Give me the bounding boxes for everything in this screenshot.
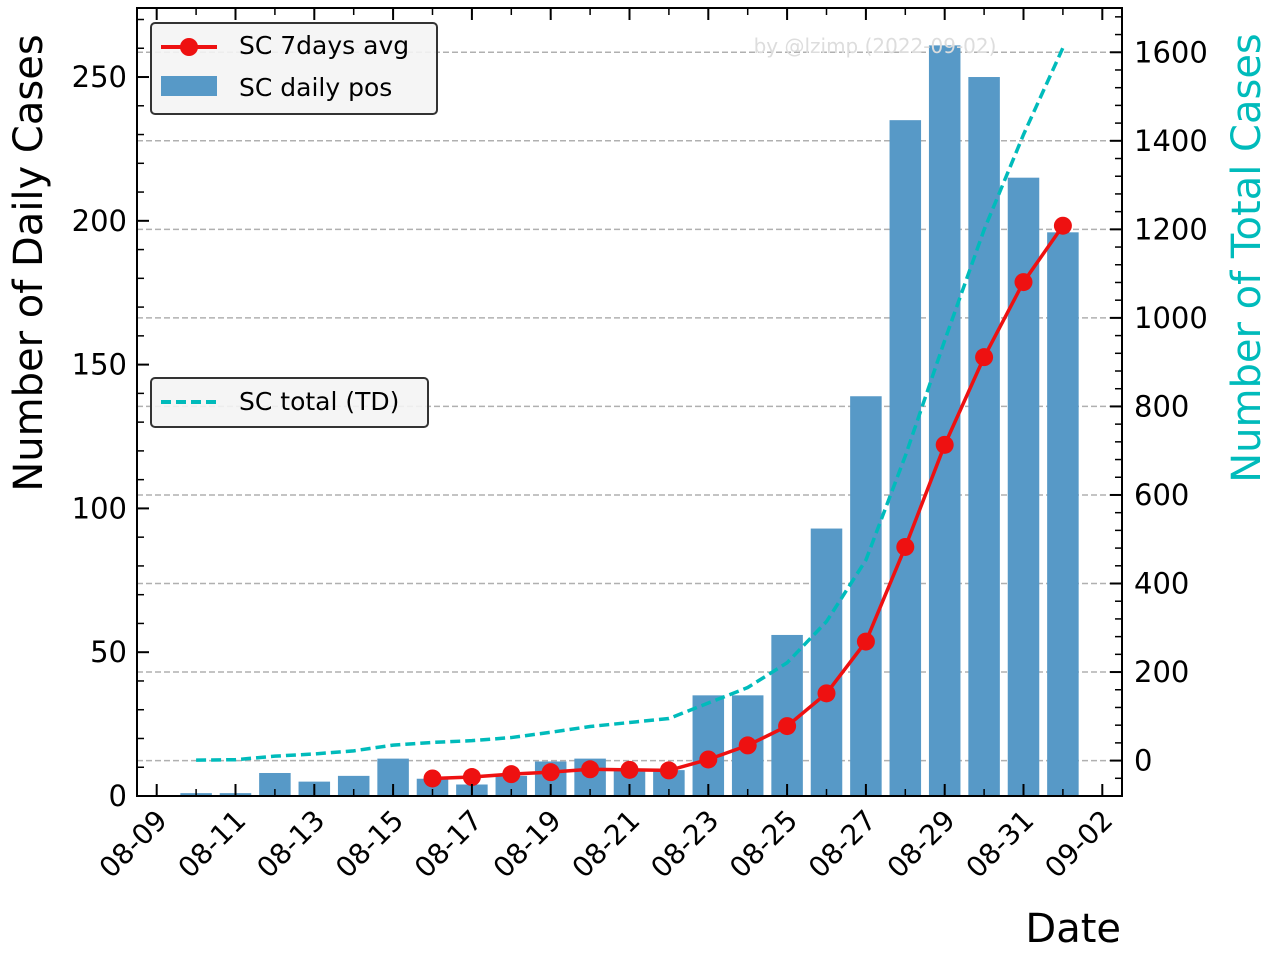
legend-top-left: SC 7days avg SC daily pos <box>150 22 438 115</box>
y2-tick-label: 400 <box>1134 567 1189 601</box>
bar <box>810 528 843 796</box>
y2-tick-label: 600 <box>1134 478 1189 512</box>
legend-bar-swatch <box>161 76 217 96</box>
legend-avg-label: SC 7days avg <box>239 31 409 60</box>
x-axis-label: Date <box>1025 906 1121 952</box>
avg-point <box>659 761 678 780</box>
legend-avg-marker-swatch <box>180 38 198 56</box>
total-line-series <box>196 47 1065 762</box>
avg-point <box>502 765 521 784</box>
avg-point <box>778 717 797 736</box>
y-tick-label: 200 <box>72 204 127 238</box>
y-tick-label: 250 <box>72 60 127 94</box>
watermark: by @lzimp (2022-09-02) <box>754 34 997 58</box>
bar <box>692 695 725 796</box>
avg-point <box>935 435 954 454</box>
y-tick-label: 0 <box>109 779 127 813</box>
avg-line-series <box>423 216 1072 788</box>
y2-tick-label: 1400 <box>1134 124 1208 158</box>
y2-tick-label: 1000 <box>1134 301 1208 335</box>
bar <box>259 772 291 796</box>
bar <box>850 396 882 796</box>
avg-point <box>699 750 718 769</box>
legend-center-left-box <box>150 377 429 428</box>
y-tick-label: 100 <box>72 491 127 525</box>
avg-point <box>541 763 560 782</box>
legend-bar-label: SC daily pos <box>239 73 392 102</box>
bar <box>1047 232 1079 796</box>
y2-tick-label: 0 <box>1134 744 1152 778</box>
avg-point <box>1053 216 1072 235</box>
avg-point <box>1014 273 1033 292</box>
avg-point <box>975 348 994 367</box>
y-tick-label: 150 <box>72 348 127 382</box>
bar <box>1007 177 1040 796</box>
y2-tick-label: 800 <box>1134 389 1189 423</box>
legend-top-left-box <box>150 22 438 115</box>
y2-tick-label: 1600 <box>1134 35 1208 69</box>
avg-point <box>462 768 481 787</box>
avg-point <box>620 760 639 779</box>
avg-point <box>581 760 600 779</box>
avg-point <box>817 684 836 703</box>
y-tick-label: 50 <box>90 635 127 669</box>
legend-total-label: SC total (TD) <box>239 387 399 416</box>
bar <box>495 775 528 796</box>
bar <box>968 77 1000 796</box>
y2-axis-label: Number of Total Cases <box>1224 33 1270 483</box>
y2-tick-label: 1200 <box>1134 212 1208 246</box>
avg-point <box>423 769 442 788</box>
avg-point <box>856 632 875 651</box>
legend-center-left: SC total (TD) <box>150 377 429 428</box>
total-line <box>196 47 1065 762</box>
y2-tick-label: 200 <box>1134 655 1189 689</box>
bar <box>337 775 370 796</box>
avg-point <box>738 736 757 755</box>
y-axis-label: Number of Daily Cases <box>6 34 52 491</box>
avg-point <box>896 537 915 556</box>
